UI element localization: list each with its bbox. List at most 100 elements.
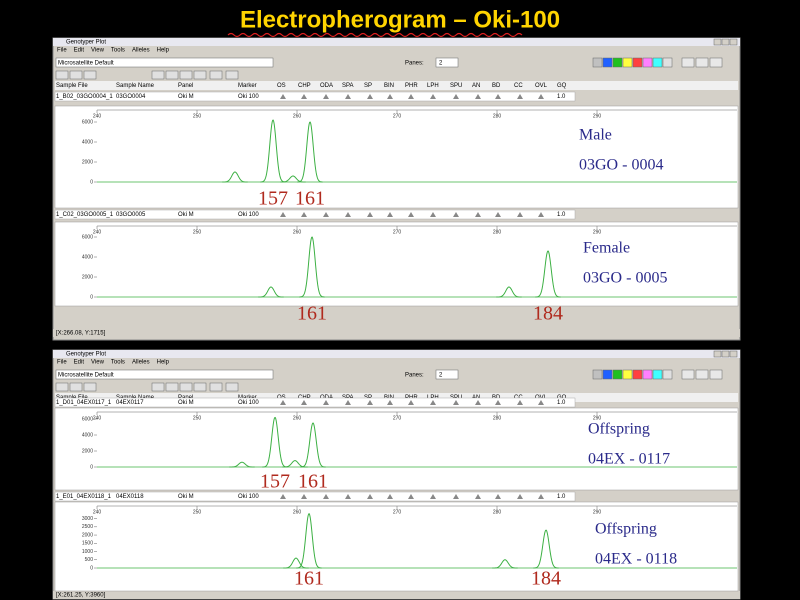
flag-icon [280, 494, 286, 499]
dye-button[interactable] [642, 57, 653, 68]
icon-button[interactable] [69, 70, 83, 80]
allele-label: 161 [295, 188, 325, 210]
window-button[interactable] [713, 38, 722, 46]
sample-field: Oki M [178, 494, 194, 500]
sample-row [54, 491, 576, 502]
x-tick-label: 280 [493, 509, 502, 515]
icon-button[interactable] [179, 382, 193, 392]
dye-button[interactable] [652, 57, 663, 68]
tool-button[interactable] [681, 57, 695, 68]
sample-annotation: 03GO - 0004 [579, 157, 663, 174]
dye-button[interactable] [632, 369, 643, 380]
flag-icon [345, 494, 351, 499]
menu-item[interactable]: View [91, 360, 105, 366]
window-button[interactable] [721, 350, 730, 358]
spell-underline [227, 32, 523, 38]
icon-button[interactable] [165, 70, 179, 80]
flag-icon [538, 94, 544, 99]
flag-icon [345, 400, 351, 405]
x-tick-label: 240 [93, 113, 102, 119]
menu-item[interactable]: Tools [111, 360, 125, 366]
dye-button[interactable] [612, 369, 623, 380]
icon-button[interactable] [151, 382, 165, 392]
menu-item[interactable]: Edit [74, 360, 85, 366]
status-bar [53, 329, 740, 337]
column-header: Sample Name [116, 83, 155, 89]
sample-field: 1_B02_03GO0004_1 [56, 94, 113, 100]
x-tick-label: 260 [293, 229, 302, 235]
sample-annotation: 04EX - 0117 [588, 451, 670, 468]
flag-icon [538, 212, 544, 217]
menu-item[interactable]: View [91, 48, 105, 54]
dye-button[interactable] [652, 369, 663, 380]
window-button[interactable] [729, 350, 738, 358]
menu-item[interactable]: File [57, 48, 67, 54]
icon-button[interactable] [209, 382, 223, 392]
x-tick-label: 270 [393, 415, 402, 421]
menu-item[interactable]: Edit [74, 48, 85, 54]
dye-button[interactable] [592, 369, 603, 380]
column-header: BIN [384, 83, 394, 89]
icon-button[interactable] [55, 70, 69, 80]
window-button[interactable] [713, 350, 722, 358]
flag-icon [475, 494, 481, 499]
icon-button[interactable] [193, 382, 207, 392]
sample-field: Oki 100 [238, 400, 259, 406]
icon-button[interactable] [179, 70, 193, 80]
dye-button[interactable] [632, 57, 643, 68]
dye-button[interactable] [622, 369, 633, 380]
menu-item[interactable]: File [57, 360, 67, 366]
menu-item[interactable]: Help [157, 48, 170, 54]
icon-button[interactable] [225, 70, 239, 80]
column-header: GQ [557, 83, 567, 89]
icon-button[interactable] [209, 70, 223, 80]
y-tick-label: 4000 [82, 139, 93, 145]
sample-field: 1_E01_04EX0118_1 [56, 494, 112, 500]
panes-select[interactable] [435, 369, 459, 380]
flag-icon [387, 94, 393, 99]
icon-button[interactable] [55, 382, 69, 392]
icon-button[interactable] [193, 70, 207, 80]
gq-value: 1.0 [557, 400, 566, 406]
tool-button[interactable] [709, 57, 723, 68]
dye-button[interactable] [642, 369, 653, 380]
sample-field: 03GO0005 [116, 212, 146, 218]
icon-button[interactable] [225, 382, 239, 392]
dye-button[interactable] [662, 369, 673, 380]
window-button[interactable] [729, 38, 738, 46]
tool-button[interactable] [695, 369, 709, 380]
dye-button[interactable] [612, 57, 623, 68]
flag-icon [430, 494, 436, 499]
menu-item[interactable]: Alleles [132, 360, 150, 366]
preset-dropdown[interactable] [55, 369, 274, 380]
flag-icon [367, 212, 373, 217]
x-tick-label: 280 [493, 229, 502, 235]
panes-select[interactable] [435, 57, 459, 68]
dye-button[interactable] [592, 57, 603, 68]
dye-button[interactable] [622, 57, 633, 68]
menu-item[interactable]: Alleles [132, 48, 150, 54]
dye-button[interactable] [602, 57, 613, 68]
icon-button[interactable] [151, 70, 165, 80]
flag-icon [517, 494, 523, 499]
tool-button[interactable] [681, 369, 695, 380]
tool-button[interactable] [709, 369, 723, 380]
peak [262, 416, 288, 468]
menu-item[interactable]: Help [157, 360, 170, 366]
icon-button[interactable] [165, 382, 179, 392]
dye-button[interactable] [602, 369, 613, 380]
sample-field: Oki 100 [238, 212, 259, 218]
icon-button[interactable] [83, 70, 97, 80]
dye-button[interactable] [662, 57, 673, 68]
window-button[interactable] [721, 38, 730, 46]
tool-button[interactable] [695, 57, 709, 68]
preset-dropdown[interactable] [55, 57, 274, 68]
icon-button[interactable] [83, 382, 97, 392]
flag-icon [323, 94, 329, 99]
icon-button[interactable] [69, 382, 83, 392]
y-tick-label: 1500 [82, 541, 93, 547]
menu-item[interactable]: Tools [111, 48, 125, 54]
gq-value: 1.0 [557, 212, 566, 218]
flag-icon [301, 94, 307, 99]
flag-icon [453, 494, 459, 499]
